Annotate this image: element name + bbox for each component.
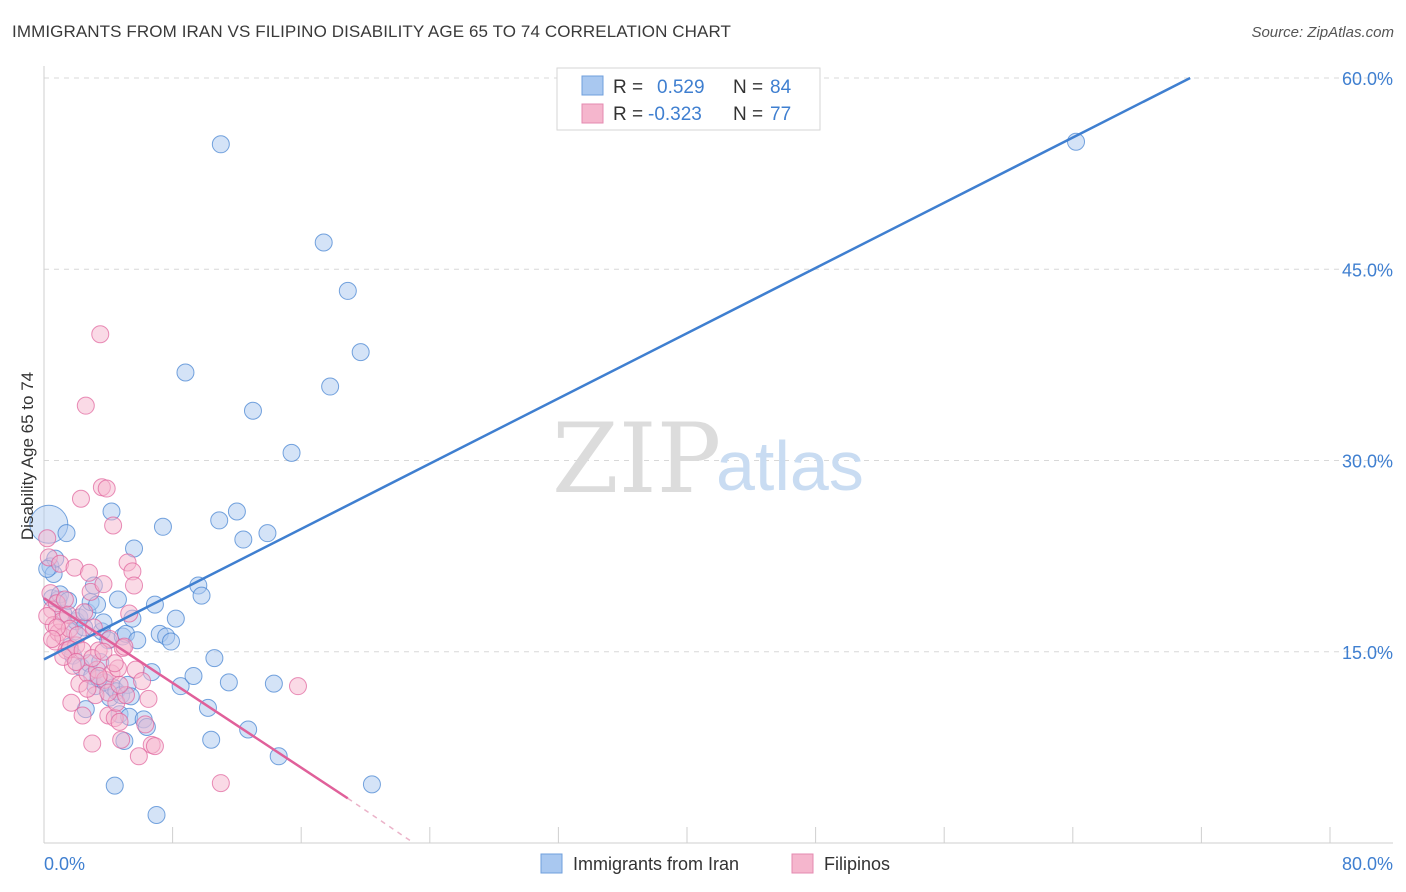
- iran-point-52: [147, 805, 166, 824]
- y-tick-label-3: 60.0%: [1342, 69, 1393, 89]
- iran-point-36: [108, 590, 127, 609]
- filipinos-point-46: [112, 730, 131, 749]
- iran-point-62: [192, 586, 211, 605]
- filipinos-point-35: [94, 575, 113, 594]
- iran-point-60: [184, 666, 203, 685]
- legend-iran-n-value: 84: [770, 77, 792, 98]
- iran-point-77: [314, 233, 333, 252]
- legend-filipinos-n-value: 77: [770, 104, 791, 125]
- legend-swatch-filipinos: [581, 103, 604, 124]
- iran-point-74: [264, 674, 283, 693]
- series-filipinos-points: [38, 325, 307, 793]
- iran-point-64: [202, 730, 221, 749]
- axes: [43, 66, 1393, 844]
- trend-line-filipinos: [43, 597, 349, 800]
- y-tick-label-0: 15.0%: [1342, 643, 1393, 663]
- iran-point-54: [153, 517, 172, 536]
- iran-point-57: [166, 609, 185, 628]
- x-tick-min: 0.0%: [44, 854, 85, 874]
- filipinos-point-60: [145, 737, 164, 756]
- filipinos-point-28: [83, 734, 102, 753]
- filipinos-point-41: [104, 516, 123, 535]
- filipinos-point-68: [94, 642, 113, 661]
- y-tick-labels: 15.0% 30.0% 45.0% 60.0%: [1342, 69, 1393, 663]
- legend-filipinos-n-label: N =: [733, 104, 763, 125]
- series-legend: Immigrants from Iran Filipinos: [540, 853, 890, 874]
- trend-line-iran: [43, 76, 1191, 661]
- filipinos-point-74: [89, 666, 108, 685]
- filipinos-point-55: [129, 747, 148, 766]
- y-tick-label-2: 45.0%: [1342, 260, 1393, 280]
- trend-line-filipinos-extension: [347, 797, 415, 844]
- gridlines: [44, 77, 1393, 653]
- legend-iran-r-value: 0.529: [657, 77, 705, 98]
- iran-point-75: [269, 747, 288, 766]
- filipinos-point-61: [211, 774, 230, 793]
- filipinos-point-58: [139, 689, 158, 708]
- legend-iran-r-label: R =: [613, 77, 643, 98]
- iran-point-34: [105, 776, 124, 795]
- filipinos-point-57: [136, 715, 155, 734]
- y-axis-title: Disability Age 65 to 74: [18, 372, 37, 540]
- legend-iran-n-label: N =: [733, 77, 763, 98]
- iran-point-70: [234, 530, 253, 549]
- iran-point-8: [57, 524, 76, 543]
- iran-point-65: [205, 649, 224, 668]
- iran-point-81: [362, 775, 381, 794]
- iran-point-76: [282, 443, 301, 462]
- filipinos-point-33: [91, 325, 110, 344]
- iran-point-66: [210, 511, 229, 530]
- iran-point-69: [227, 502, 246, 521]
- watermark-atlas: atlas: [716, 427, 864, 505]
- filipinos-point-56: [133, 672, 152, 691]
- filipinos-point-76: [110, 675, 129, 694]
- iran-point-80: [351, 343, 370, 362]
- legend-swatch-iran: [581, 75, 604, 96]
- source-label: Source: ZipAtlas.com: [1251, 24, 1394, 41]
- bottom-legend-swatch-filipinos: [791, 853, 814, 874]
- filipinos-point-69: [105, 654, 124, 673]
- x-tick-max: 80.0%: [1342, 854, 1393, 874]
- filipinos-point-22: [73, 706, 92, 725]
- filipinos-point-70: [43, 630, 62, 648]
- iran-point-67: [211, 135, 230, 154]
- stats-legend: R = 0.529 N = 84 R = -0.323 N = 77: [556, 67, 821, 131]
- filipinos-point-0: [38, 529, 57, 548]
- iran-point-73: [258, 524, 277, 543]
- trend-lines: [43, 76, 1191, 844]
- filipinos-point-15: [62, 693, 81, 712]
- filipinos-point-53: [125, 576, 144, 595]
- filipinos-point-23: [75, 603, 94, 622]
- legend-filipinos-r-label: R =: [613, 104, 643, 125]
- filipinos-point-45: [110, 712, 129, 731]
- iran-point-68: [219, 673, 238, 692]
- filipinos-point-73: [78, 679, 97, 698]
- bottom-legend-swatch-iran: [540, 853, 563, 874]
- filipinos-point-21: [71, 489, 90, 508]
- iran-point-56: [161, 632, 180, 651]
- filipinos-point-62: [288, 677, 307, 696]
- filipinos-point-26: [80, 563, 99, 582]
- filipinos-point-24: [76, 396, 95, 415]
- iran-point-72: [243, 401, 262, 420]
- filipinos-point-72: [67, 652, 86, 671]
- filipinos-point-37: [97, 479, 116, 498]
- iran-point-71: [239, 720, 258, 739]
- legend-filipinos-r-value: -0.323: [648, 104, 702, 125]
- iran-point-51: [145, 595, 164, 614]
- filipinos-point-11: [55, 590, 74, 609]
- iran-point-78: [321, 377, 340, 396]
- bottom-legend-filipinos: Filipinos: [824, 854, 890, 874]
- y-tick-label-1: 30.0%: [1342, 452, 1393, 472]
- bottom-legend-iran: Immigrants from Iran: [573, 854, 739, 874]
- watermark-zip: ZIP: [552, 403, 721, 515]
- chart-title: IMMIGRANTS FROM IRAN VS FILIPINO DISABIL…: [12, 22, 732, 41]
- iran-point-59: [176, 363, 195, 382]
- iran-point-79: [338, 281, 357, 300]
- filipinos-point-63: [38, 607, 57, 626]
